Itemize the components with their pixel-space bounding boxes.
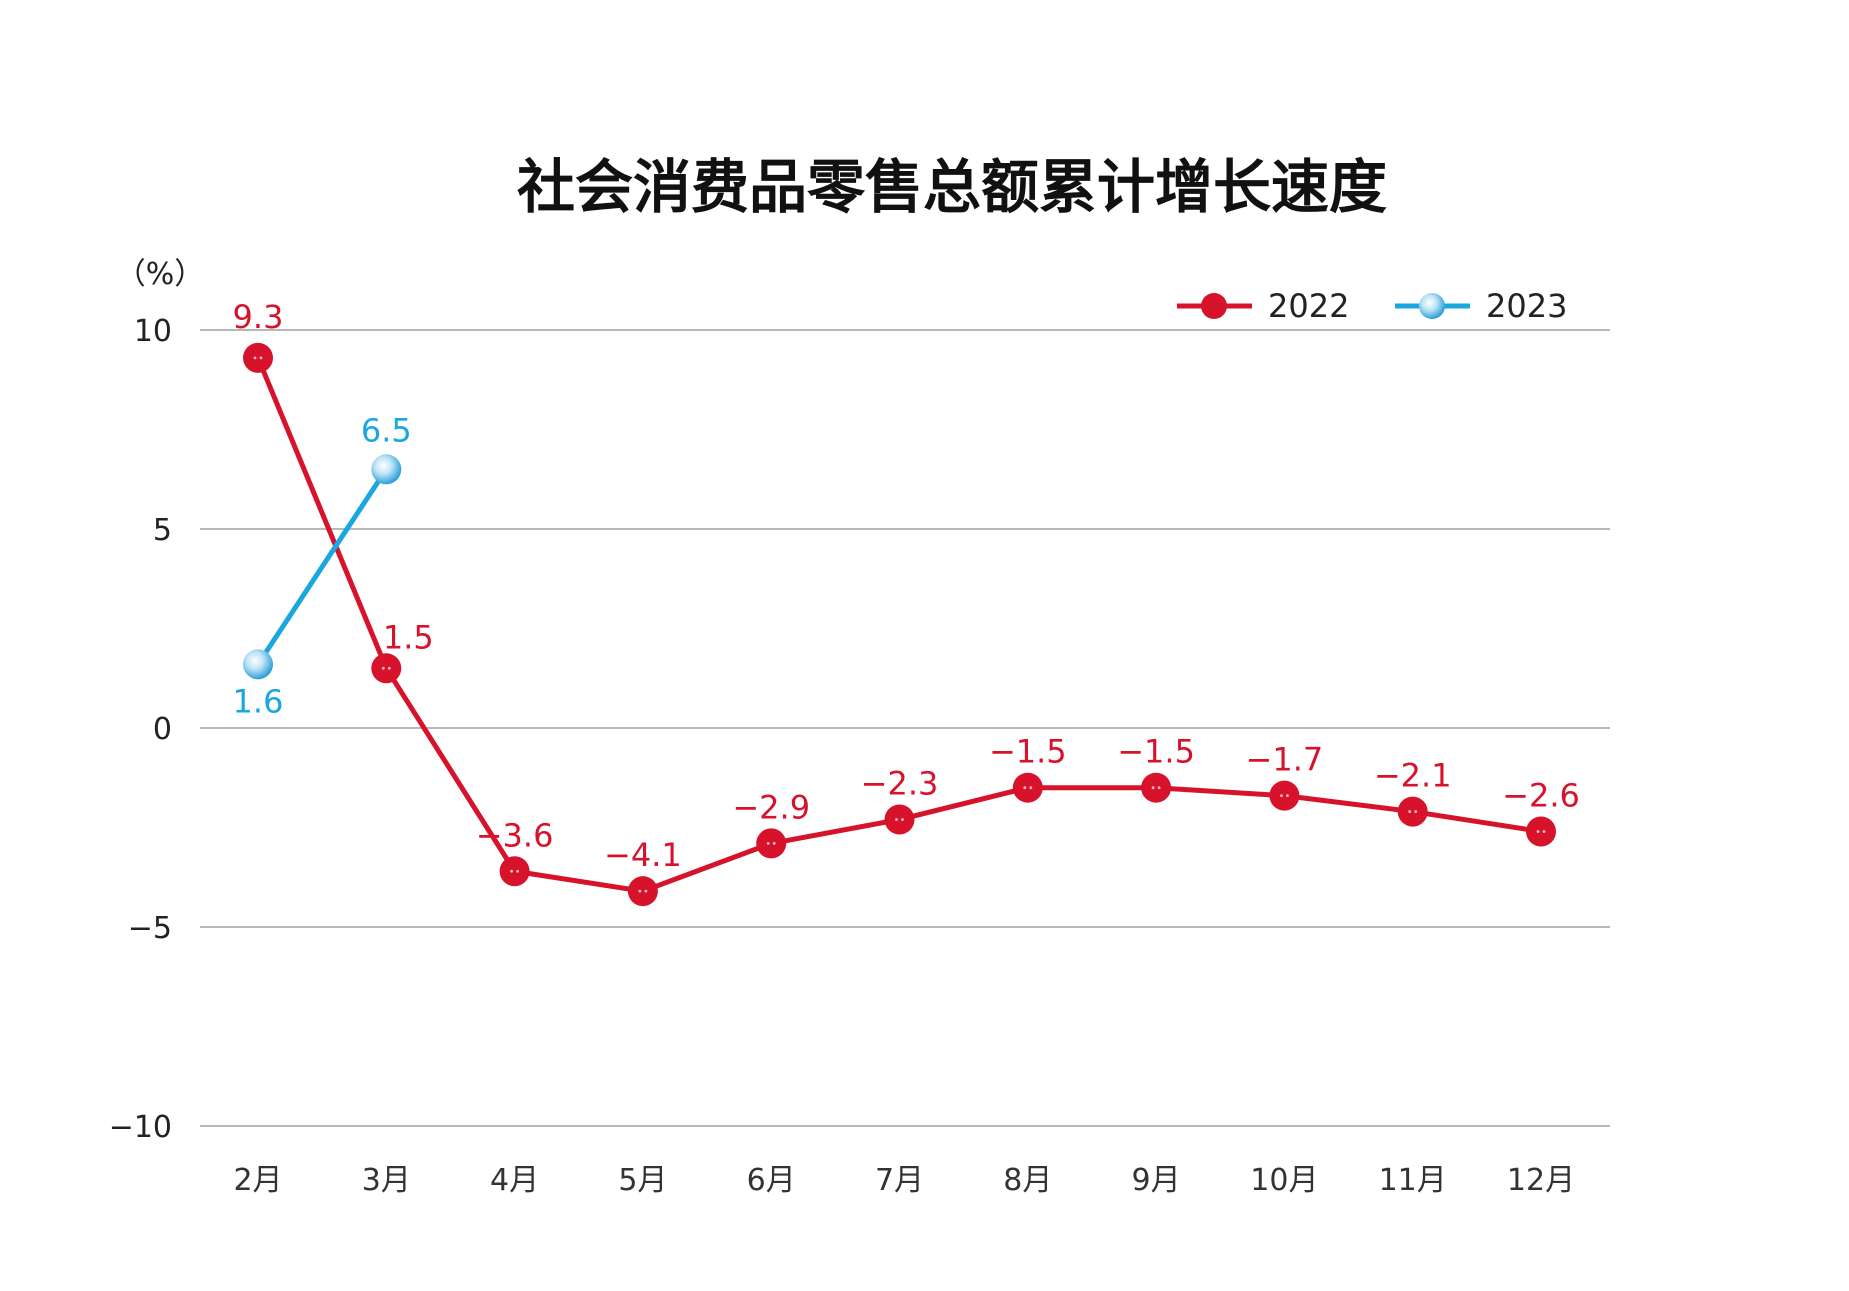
point-highlight (1029, 786, 1033, 790)
point-highlight (1408, 810, 1412, 813)
x-axis-ticks: 2月 3月 4月 5月 6月 7月 8月 9月 10月 11月 12月 (233, 1163, 1575, 1198)
point-2022 (1141, 772, 1172, 803)
point-highlight (644, 889, 648, 893)
x-tick-label: 8月 (1003, 1163, 1052, 1198)
series-line-2023 (255, 466, 389, 667)
point-highlight (638, 889, 642, 893)
point-2022 (1012, 772, 1043, 803)
x-tick-label: 6月 (747, 1163, 796, 1198)
point-2022 (756, 828, 787, 859)
data-label-2022: −3.6 (476, 816, 554, 854)
point-2022 (627, 876, 658, 907)
point-highlight (1023, 786, 1027, 790)
y-tick-label: 0 (153, 712, 172, 747)
point-highlight (766, 842, 770, 845)
legend-2022-marker (1201, 293, 1227, 319)
data-label-2022: −1.5 (989, 733, 1067, 771)
data-label-2022: −2.6 (1502, 776, 1580, 814)
point-highlight (381, 666, 385, 670)
point-highlight (510, 869, 513, 873)
series-layer (243, 342, 1556, 907)
x-tick-label: 9月 (1132, 1163, 1181, 1198)
point-2022 (243, 342, 273, 373)
point-2023 (243, 649, 273, 680)
point-highlight (1286, 794, 1289, 798)
y-tick-label: 10 (134, 314, 172, 349)
x-tick-label: 3月 (362, 1163, 411, 1198)
x-tick-label: 11月 (1379, 1163, 1447, 1198)
point-highlight (1151, 786, 1155, 790)
legend: 2022 2023 (1177, 287, 1567, 325)
data-label-2023: 6.5 (361, 411, 412, 449)
x-tick-label: 5月 (618, 1163, 667, 1198)
x-tick-label: 2月 (233, 1163, 282, 1198)
y-axis-ticks: 10 5 0 −5 −10 (109, 314, 172, 1145)
gridlines (200, 329, 1610, 1127)
x-tick-label: 4月 (490, 1163, 539, 1198)
data-label-2022: −1.5 (1117, 733, 1195, 771)
legend-2023-label: 2023 (1486, 287, 1567, 325)
point-highlight (1157, 786, 1161, 790)
data-label-2022: −2.3 (861, 765, 939, 803)
x-tick-label: 10月 (1250, 1163, 1318, 1198)
data-label-2022: −2.1 (1374, 757, 1452, 795)
point-highlight (1414, 810, 1418, 813)
legend-2023-marker (1419, 293, 1445, 319)
x-tick-label: 7月 (875, 1163, 924, 1198)
point-2022 (499, 856, 530, 887)
y-axis-unit-label: （%） (116, 257, 205, 292)
data-label-2022: 9.3 (233, 298, 284, 336)
point-2022 (1269, 780, 1300, 811)
point-highlight (772, 842, 776, 845)
data-labels: 9.3 1.5 −3.6 −4.1 −2.9 −2.3 −1.5 −1.5 −1.7 −2.1 −2… (233, 298, 1580, 874)
data-label-2023: 1.6 (233, 682, 284, 720)
point-2022 (884, 804, 915, 835)
point-2022 (371, 653, 402, 684)
legend-2022-label: 2022 (1268, 287, 1349, 325)
point-highlight (259, 356, 263, 360)
point-2022 (1397, 796, 1428, 827)
point-highlight (901, 818, 904, 821)
point-highlight (1536, 830, 1540, 833)
y-tick-label: −10 (109, 1110, 172, 1145)
point-2022 (1526, 816, 1556, 847)
data-label-2022: −1.7 (1246, 741, 1324, 779)
point-highlight (1542, 830, 1546, 833)
data-label-2022: −4.1 (604, 836, 682, 874)
y-tick-label: −5 (128, 911, 172, 946)
point-highlight (387, 666, 391, 670)
point-2023 (371, 454, 402, 485)
point-highlight (895, 818, 898, 821)
point-highlight (516, 869, 519, 873)
chart-title: 社会消费品零售总额累计增长速度 (517, 153, 1387, 221)
data-label-2022: 1.5 (383, 618, 434, 656)
data-label-2022: −2.9 (732, 788, 810, 826)
point-highlight (1280, 794, 1283, 798)
x-tick-label: 12月 (1507, 1163, 1575, 1198)
point-highlight (253, 356, 257, 360)
y-tick-label: 5 (153, 513, 172, 548)
